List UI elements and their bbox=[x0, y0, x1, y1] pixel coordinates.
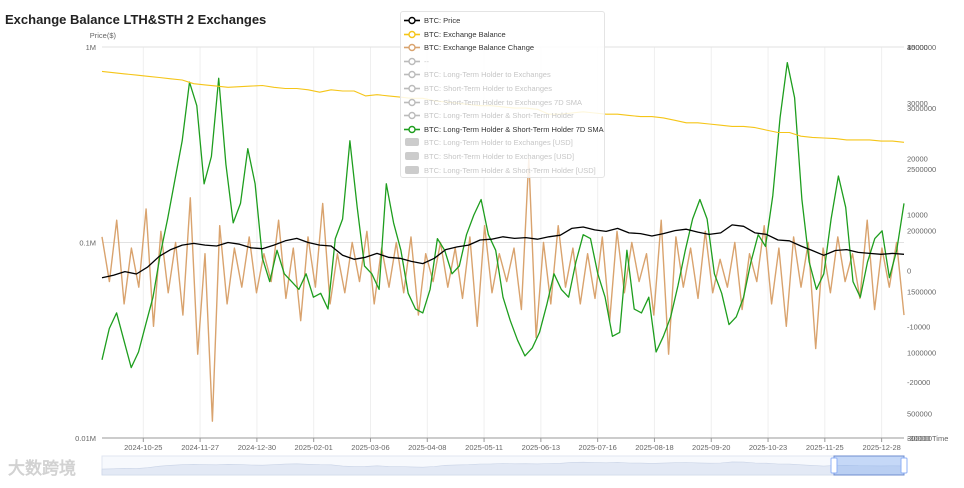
legend-bar-swatch-icon bbox=[405, 165, 419, 174]
price-axis-tick-label: 0.1M bbox=[79, 239, 96, 248]
x-tick-label: 2025-05-11 bbox=[465, 443, 503, 452]
balance-axis-tick-label: 3500000 bbox=[907, 43, 936, 52]
watermark-logo: 大数跨境 bbox=[8, 459, 76, 478]
legend-line-marker-icon bbox=[404, 43, 420, 52]
legend-line-marker-icon bbox=[404, 16, 420, 25]
legend-line-marker-icon bbox=[404, 57, 420, 65]
legend-line-marker-icon bbox=[404, 98, 420, 106]
balance-axis-tick-label: 3000000 bbox=[907, 104, 936, 113]
change-axis-tick-label: 40000 bbox=[907, 43, 928, 52]
legend-item-label: BTC: Exchange Balance bbox=[424, 29, 506, 39]
change-axis-tick-label: 10000 bbox=[907, 211, 928, 220]
series-line-btc-long-term-holder-short-term-holder-7d-sma[interactable] bbox=[101, 61, 905, 369]
price-axis-tick-label: 1M bbox=[86, 43, 96, 52]
balance-axis-tick-label: 2000000 bbox=[907, 226, 936, 235]
legend-bar-swatch-icon bbox=[405, 138, 419, 147]
legend-item-label: BTC: Short-Term Holder to Exchanges 7D S… bbox=[424, 97, 582, 107]
change-axis-tick-label: -20000 bbox=[907, 378, 930, 387]
zoom-slider-handle-right[interactable] bbox=[900, 457, 908, 474]
x-tick-label: 2025-03-06 bbox=[351, 443, 389, 452]
legend-item-label: BTC: Long-Term Holder & Short-Term Holde… bbox=[424, 165, 596, 175]
legend-line-marker-icon bbox=[404, 71, 420, 79]
balance-axis-tick-label: 300000 bbox=[907, 434, 932, 443]
legend: BTC: Price BTC: Exchange Balance BTC: Exch… bbox=[400, 11, 605, 178]
x-axis-label: Time bbox=[932, 434, 948, 443]
legend-bar-swatch-icon bbox=[405, 152, 419, 160]
x-tick-label: 2025-11-25 bbox=[806, 443, 844, 452]
flow-axis-tick-label: 10000 bbox=[907, 43, 928, 52]
x-tick-label: 2025-08-18 bbox=[635, 443, 673, 452]
price-axis-tick-label: 0.01M bbox=[75, 434, 96, 443]
legend-line-marker-icon bbox=[404, 111, 420, 120]
legend-item-label: BTC: Long-Term Holder to Exchanges [USD] bbox=[424, 138, 573, 148]
series-line-btc-price[interactable] bbox=[101, 224, 905, 279]
legend-item-label: BTC: Price bbox=[424, 16, 461, 25]
x-tick-label: 2024-11-27 bbox=[181, 443, 219, 452]
legend-item-label: BTC: Long-Term Holder & Short-Term Holde… bbox=[424, 124, 604, 134]
balance-axis-tick-label: 2500000 bbox=[907, 165, 936, 174]
x-tick-label: 2025-09-20 bbox=[692, 443, 730, 452]
change-axis-tick-label: -30000 bbox=[907, 434, 930, 443]
change-axis-tick-label: -10000 bbox=[907, 322, 930, 331]
zoom-slider-window[interactable] bbox=[833, 455, 905, 476]
x-tick-label: 2025-02-01 bbox=[294, 443, 332, 452]
x-tick-label: 2025-07-16 bbox=[578, 443, 616, 452]
series-line-btc-exchange-balance-change[interactable] bbox=[101, 157, 905, 422]
x-tick-label: 2024-12-30 bbox=[238, 443, 276, 452]
x-tick-label: 2025-12-28 bbox=[862, 443, 900, 452]
legend-item-label: -- bbox=[424, 56, 429, 66]
legend-item-label: BTC: Short-Term Holder to Exchanges bbox=[424, 84, 552, 93]
price-axis-label: Price($) bbox=[90, 31, 117, 40]
zoom-slider-handle-left[interactable] bbox=[830, 457, 838, 474]
x-tick-label: 2025-04-08 bbox=[408, 443, 446, 452]
legend-item-label: BTC: Long-Term Holder & Short-Term Holde… bbox=[424, 111, 574, 121]
change-axis-tick-label: 20000 bbox=[907, 155, 928, 164]
legend-line-marker-icon bbox=[404, 30, 420, 38]
legend-item-label: BTC: Exchange Balance Change bbox=[424, 43, 535, 53]
legend-line-marker-icon bbox=[404, 125, 420, 133]
x-tick-label: 2025-06-13 bbox=[522, 443, 560, 452]
chart-title: Exchange Balance LTH&STH 2 Exchanges bbox=[5, 12, 267, 27]
balance-axis-tick-label: 500000 bbox=[907, 410, 932, 419]
balance-axis-tick-label: 1500000 bbox=[907, 287, 936, 296]
change-axis-tick-label: 30000 bbox=[907, 99, 928, 108]
legend-line-marker-icon bbox=[404, 84, 420, 93]
legend-item-label: BTC: Long-Term Holder to Exchanges bbox=[424, 70, 551, 80]
legend-item-label: BTC: Short-Term Holder to Exchanges [USD… bbox=[424, 152, 575, 161]
x-tick-label: 2024-10-25 bbox=[124, 443, 162, 452]
zoom-slider-preview bbox=[101, 461, 905, 476]
x-tick-label: 2025-10-23 bbox=[749, 443, 787, 452]
balance-axis-tick-label: 1000000 bbox=[907, 348, 936, 357]
change-axis-tick-label: 0 bbox=[907, 266, 911, 275]
